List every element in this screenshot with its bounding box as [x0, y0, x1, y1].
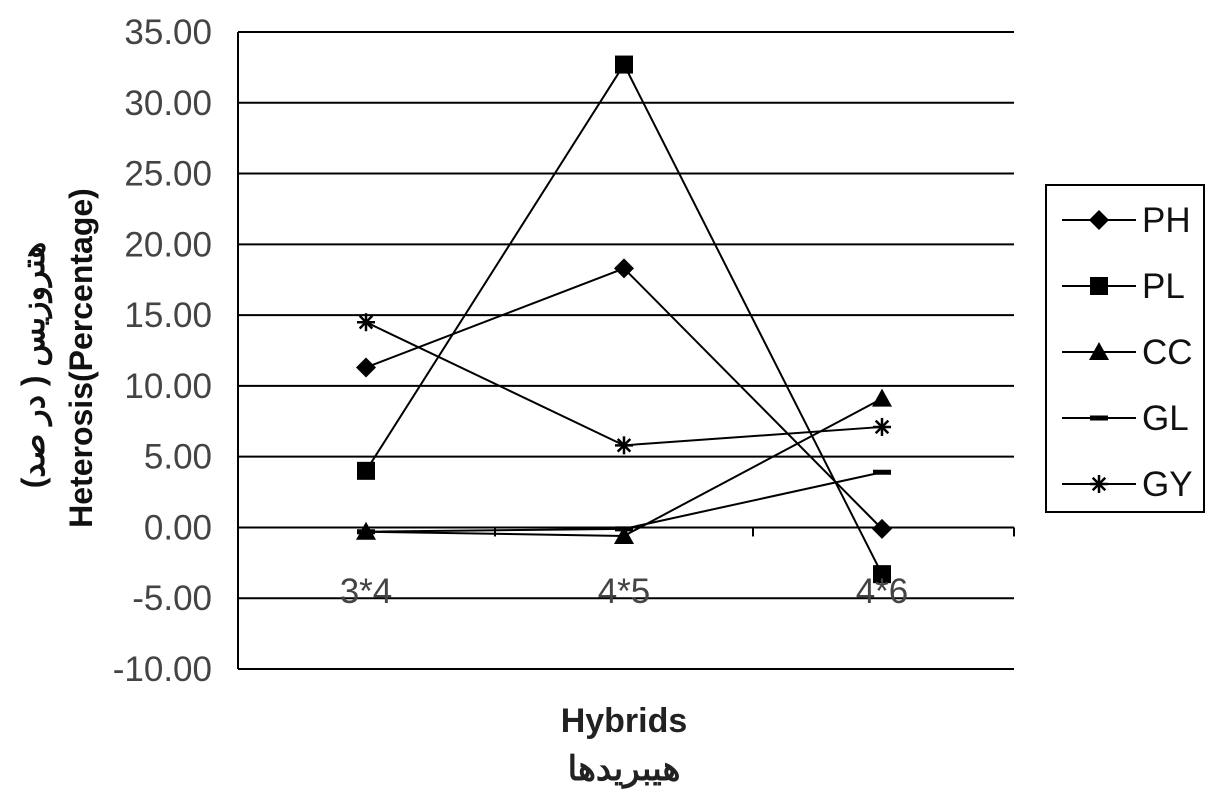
y-tick-label: 20.00: [124, 225, 212, 264]
data-point: [357, 313, 375, 332]
legend-item-cc: CC: [1062, 333, 1193, 372]
y-tick-label: 35.00: [124, 13, 212, 52]
data-point: [873, 565, 891, 584]
legend-label: PH: [1142, 201, 1191, 240]
x-tick-label: 4*6: [856, 572, 909, 611]
data-point: [1090, 475, 1108, 493]
legend-label: GY: [1142, 465, 1193, 504]
data-point: [1090, 277, 1108, 295]
data-point: [614, 525, 634, 544]
data-point: [614, 258, 634, 279]
series-gy: [357, 313, 891, 455]
data-point: [1089, 342, 1109, 360]
data-point: [357, 461, 375, 480]
y-tick-label: 25.00: [124, 155, 212, 194]
x-axis-title: Hybrids هیبریدها: [561, 702, 688, 789]
y-tick-labels: 35.00 30.00 25.00 20.00 15.00 10.00 5.00 0.00 -5…: [113, 13, 212, 689]
x-tick-label: 4*5: [598, 572, 651, 611]
legend: PH PL CC GL GY: [1045, 184, 1205, 513]
legend-item-gy: GY: [1062, 465, 1193, 504]
y-tick-label: 5.00: [144, 438, 212, 477]
data-point: [872, 518, 892, 539]
x-axis-label-english: Hybrids: [561, 702, 688, 740]
y-axis-label-persian: هتروزیس ( در صد): [15, 242, 53, 488]
series-pl: [357, 55, 891, 584]
y-tick-label: 15.00: [124, 296, 212, 335]
series-cc: [356, 388, 892, 544]
x-tick-labels: 3*4 4*5 4*6: [340, 572, 909, 611]
legend-item-pl: PL: [1062, 267, 1185, 306]
series-line: [365, 62, 883, 575]
y-tick-label: 10.00: [124, 367, 212, 406]
legend-item-gl: GL: [1062, 399, 1189, 438]
gridlines: [238, 31, 1014, 670]
data-point: [615, 55, 633, 74]
data-point: [872, 388, 892, 407]
series-line: [365, 471, 883, 533]
y-tick-label: -5.00: [132, 579, 212, 618]
legend-label: PL: [1142, 267, 1185, 306]
series-ph: [356, 258, 892, 539]
series-gl: [357, 469, 891, 535]
data-point: [873, 417, 891, 436]
y-tick-label: 30.00: [124, 84, 212, 123]
data-point: [615, 436, 633, 455]
series-line: [365, 321, 883, 447]
x-tick-label: 3*4: [340, 572, 393, 611]
series-lines: [356, 55, 892, 584]
y-tick-label: -10.00: [113, 650, 212, 689]
legend-label: GL: [1142, 399, 1189, 438]
y-tick-label: 0.00: [144, 508, 212, 547]
y-axis-title: هتروزیس ( در صد) Heterosis(Percentage): [15, 188, 99, 528]
legend-box: [1045, 184, 1205, 513]
x-axis-label-persian: هیبریدها: [568, 750, 681, 789]
legend-label: CC: [1142, 333, 1193, 372]
data-point: [356, 357, 376, 378]
data-point: [1089, 210, 1109, 230]
y-axis-label-english: Heterosis(Percentage): [63, 188, 99, 528]
legend-item-ph: PH: [1062, 201, 1191, 240]
